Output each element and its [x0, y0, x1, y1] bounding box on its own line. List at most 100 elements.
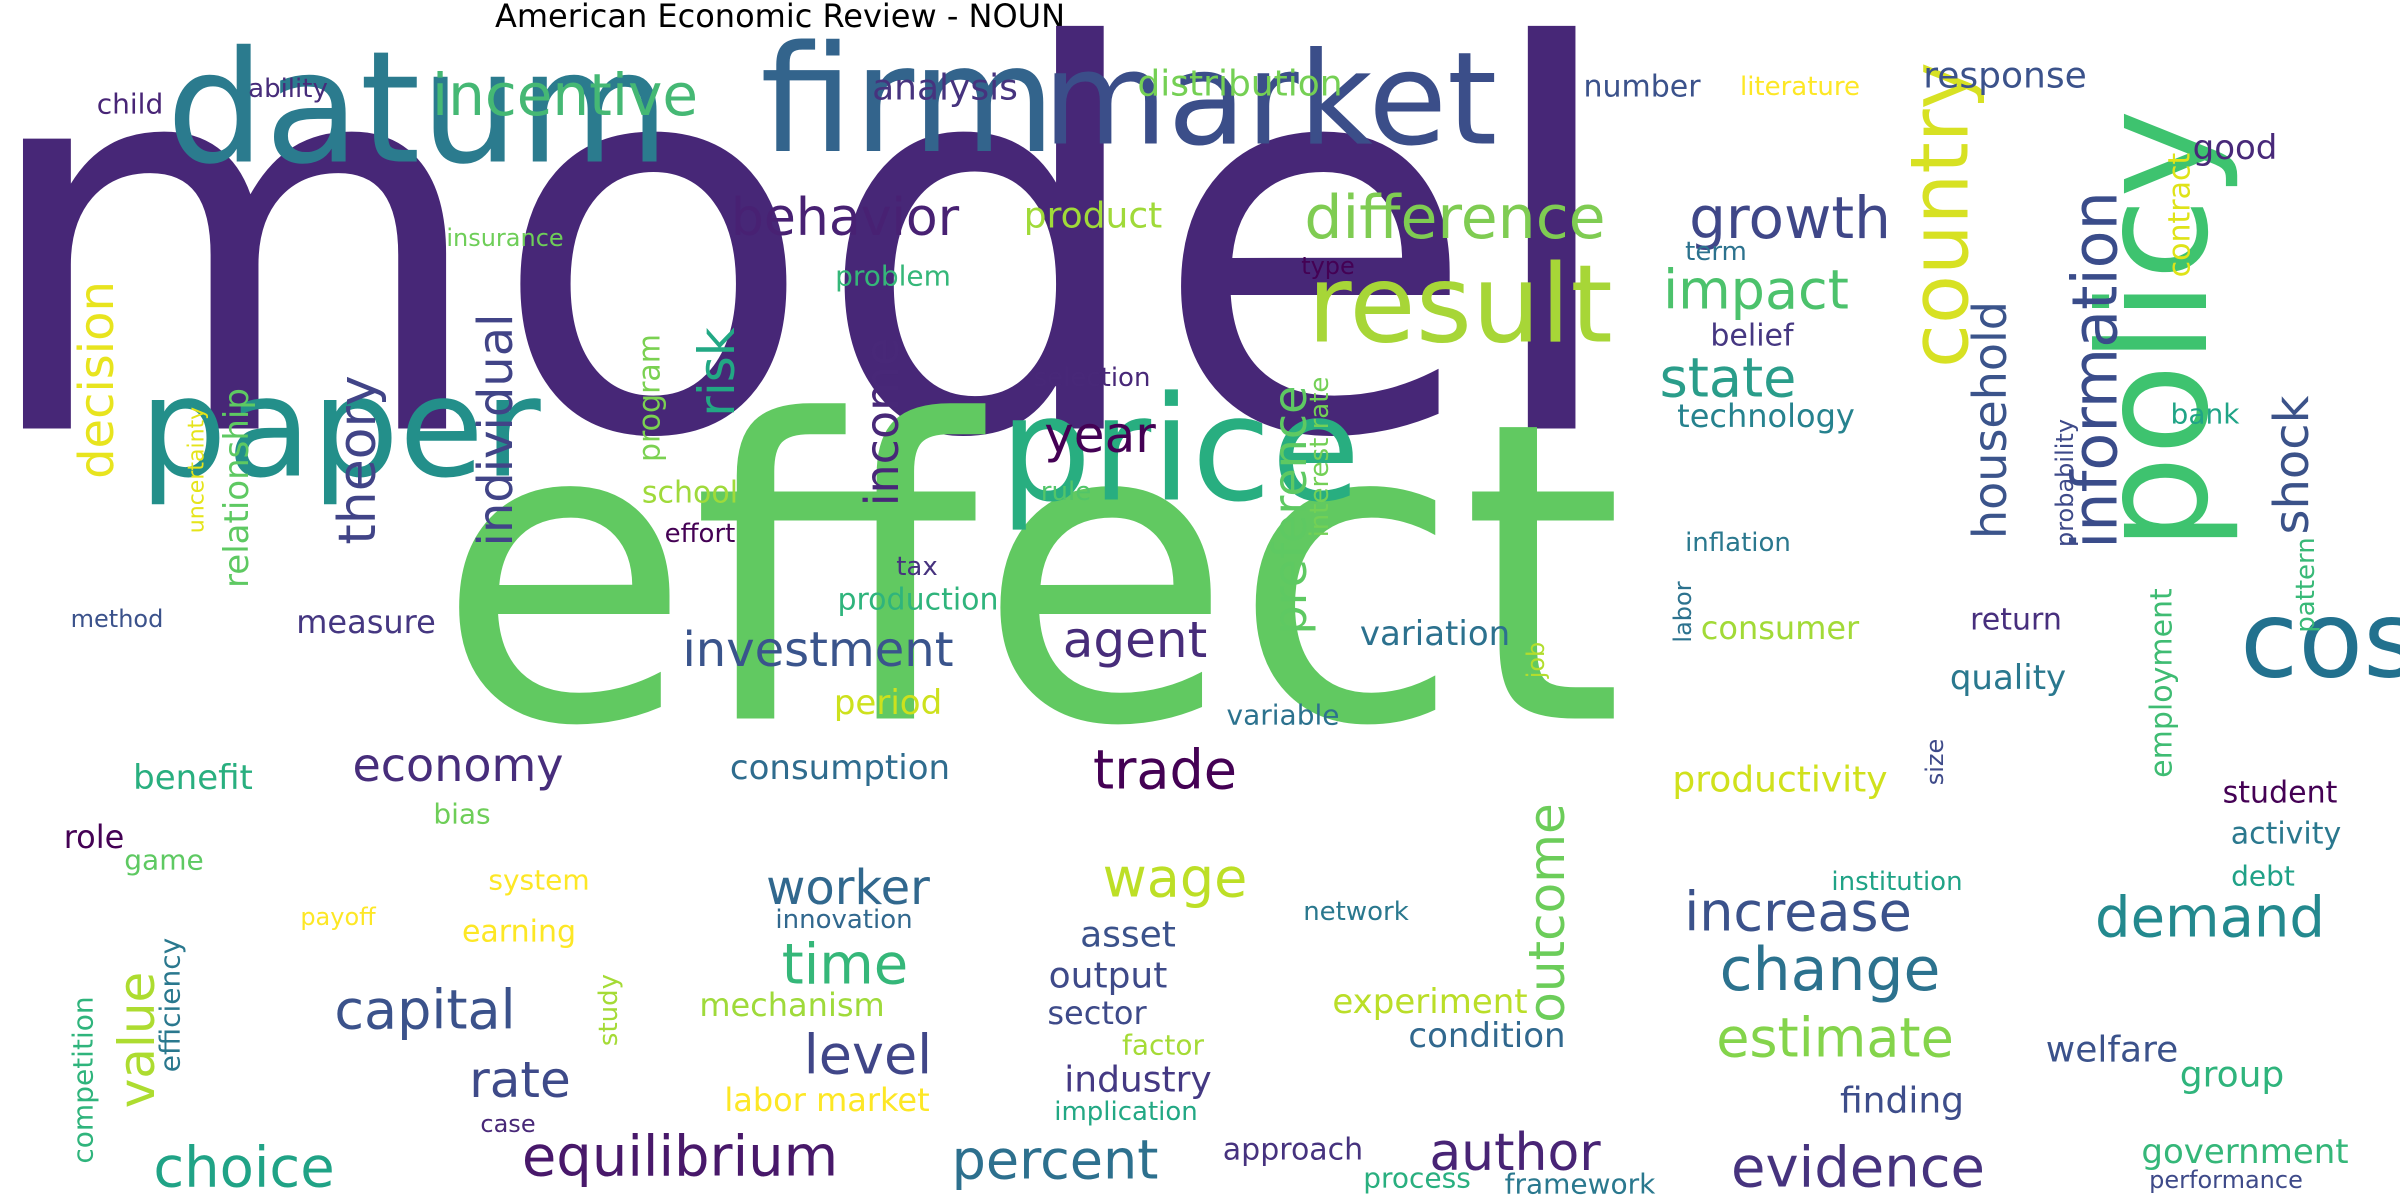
word-rate: rate — [469, 1051, 571, 1109]
word-technology: technology — [1677, 397, 1855, 435]
word-debt: debt — [2231, 860, 2295, 893]
word-firm: firm — [760, 14, 1056, 186]
word-program: program — [633, 334, 668, 462]
word-income: income — [855, 338, 909, 506]
word-impact: impact — [1663, 259, 1849, 322]
word-product: product — [1024, 196, 1162, 237]
word-framework: framework — [1505, 1168, 1657, 1200]
word-consumption: consumption — [730, 748, 950, 788]
word-effort: effort — [665, 519, 736, 549]
word-level: level — [804, 1024, 932, 1087]
word-period: period — [834, 683, 942, 723]
word-datum: datum — [166, 18, 669, 199]
word-uncertainty: uncertainty — [185, 407, 210, 533]
word-time: time — [782, 933, 909, 998]
word-value: value — [108, 972, 166, 1109]
word-case: case — [480, 1110, 535, 1138]
word-bias: bias — [433, 798, 490, 831]
word-equilibrium: equilibrium — [522, 1125, 838, 1190]
word-percent: percent — [952, 1129, 1159, 1192]
word-household: household — [1963, 301, 2017, 539]
word-term: term — [1685, 237, 1747, 267]
word-system: system — [488, 864, 589, 897]
word-contract: contract — [2163, 152, 2198, 277]
word-factor: factor — [1122, 1029, 1205, 1062]
word-investment: investment — [682, 622, 953, 678]
word-process: process — [1363, 1162, 1471, 1195]
word-study: study — [594, 974, 624, 1046]
word-measure: measure — [296, 603, 436, 641]
word-policy: policy — [2068, 109, 2242, 551]
word-result: result — [1307, 243, 1613, 368]
word-individual: individual — [468, 314, 524, 547]
word-return: return — [1970, 603, 2062, 638]
word-mechanism: mechanism — [699, 986, 884, 1024]
word-variable: variable — [1227, 699, 1340, 732]
word-competition: competition — [67, 996, 100, 1163]
word-game: game — [124, 844, 203, 877]
word-sector: sector — [1047, 994, 1147, 1032]
word-group: group — [2180, 1055, 2285, 1096]
word-industry: industry — [1064, 1060, 1211, 1101]
word-method: method — [71, 605, 164, 633]
word-belief: belief — [1710, 319, 1795, 354]
word-output: output — [1049, 956, 1168, 997]
word-network: network — [1303, 897, 1409, 927]
word-role: role — [64, 818, 125, 856]
word-capital: capital — [334, 979, 515, 1042]
word-government: government — [2141, 1132, 2348, 1172]
word-number: number — [1583, 70, 1701, 105]
word-payoff: payoff — [300, 903, 376, 931]
word-activity: activity — [2231, 817, 2342, 852]
word-growth: growth — [1689, 184, 1891, 252]
word-demand: demand — [2095, 886, 2325, 951]
word-interest-rate: interest rate — [1305, 377, 1335, 538]
word-wage: wage — [1103, 847, 1248, 910]
word-trade: trade — [1093, 739, 1237, 802]
word-finding: finding — [1840, 1081, 1964, 1122]
word-condition: condition — [1408, 1016, 1565, 1056]
word-labor-market: labor market — [724, 1081, 929, 1119]
word-problem: problem — [835, 260, 951, 293]
word-model: model — [0, 0, 1625, 554]
word-efficiency: efficiency — [154, 938, 187, 1072]
word-information: information — [2059, 191, 2132, 549]
word-innovation: innovation — [775, 905, 912, 935]
word-experiment: experiment — [1332, 982, 1527, 1022]
word-productivity: productivity — [1672, 760, 1887, 801]
word-preference: preference — [1263, 386, 1317, 635]
word-consumer: consumer — [1701, 609, 1860, 647]
word-school: school — [642, 476, 738, 511]
word-shock: shock — [2264, 395, 2320, 534]
word-response: response — [1923, 56, 2087, 97]
word-implication: implication — [1054, 1097, 1198, 1127]
word-incentive: incentive — [432, 61, 698, 129]
word-economy: economy — [352, 738, 563, 792]
word-quality: quality — [1950, 658, 2066, 698]
word-pattern: pattern — [2291, 537, 2321, 633]
word-distribution: distribution — [1137, 64, 1342, 105]
word-evidence: evidence — [1731, 1136, 1985, 1200]
word-paper: paper — [139, 348, 541, 509]
word-selection: selection — [1034, 363, 1151, 393]
word-insurance: insurance — [446, 224, 563, 252]
word-increase: increase — [1684, 881, 1912, 944]
word-rule: rule — [1041, 477, 1091, 507]
word-agent: agent — [1063, 611, 1207, 669]
word-production: production — [837, 583, 998, 618]
word-market: market — [1043, 26, 1497, 175]
word-good: good — [2193, 128, 2278, 168]
word-country: country — [1894, 62, 1987, 368]
word-institution: institution — [1831, 867, 1962, 897]
word-decision: decision — [69, 281, 125, 479]
word-child: child — [97, 88, 163, 121]
word-bank: bank — [2171, 398, 2241, 431]
word-estimate: estimate — [1716, 1007, 1954, 1070]
word-change: change — [1720, 935, 1941, 1005]
word-probability: probability — [2051, 419, 2079, 547]
word-performance: performance — [2149, 1166, 2303, 1194]
word-welfare: welfare — [2046, 1030, 2179, 1071]
word-price: price — [1000, 366, 1361, 535]
